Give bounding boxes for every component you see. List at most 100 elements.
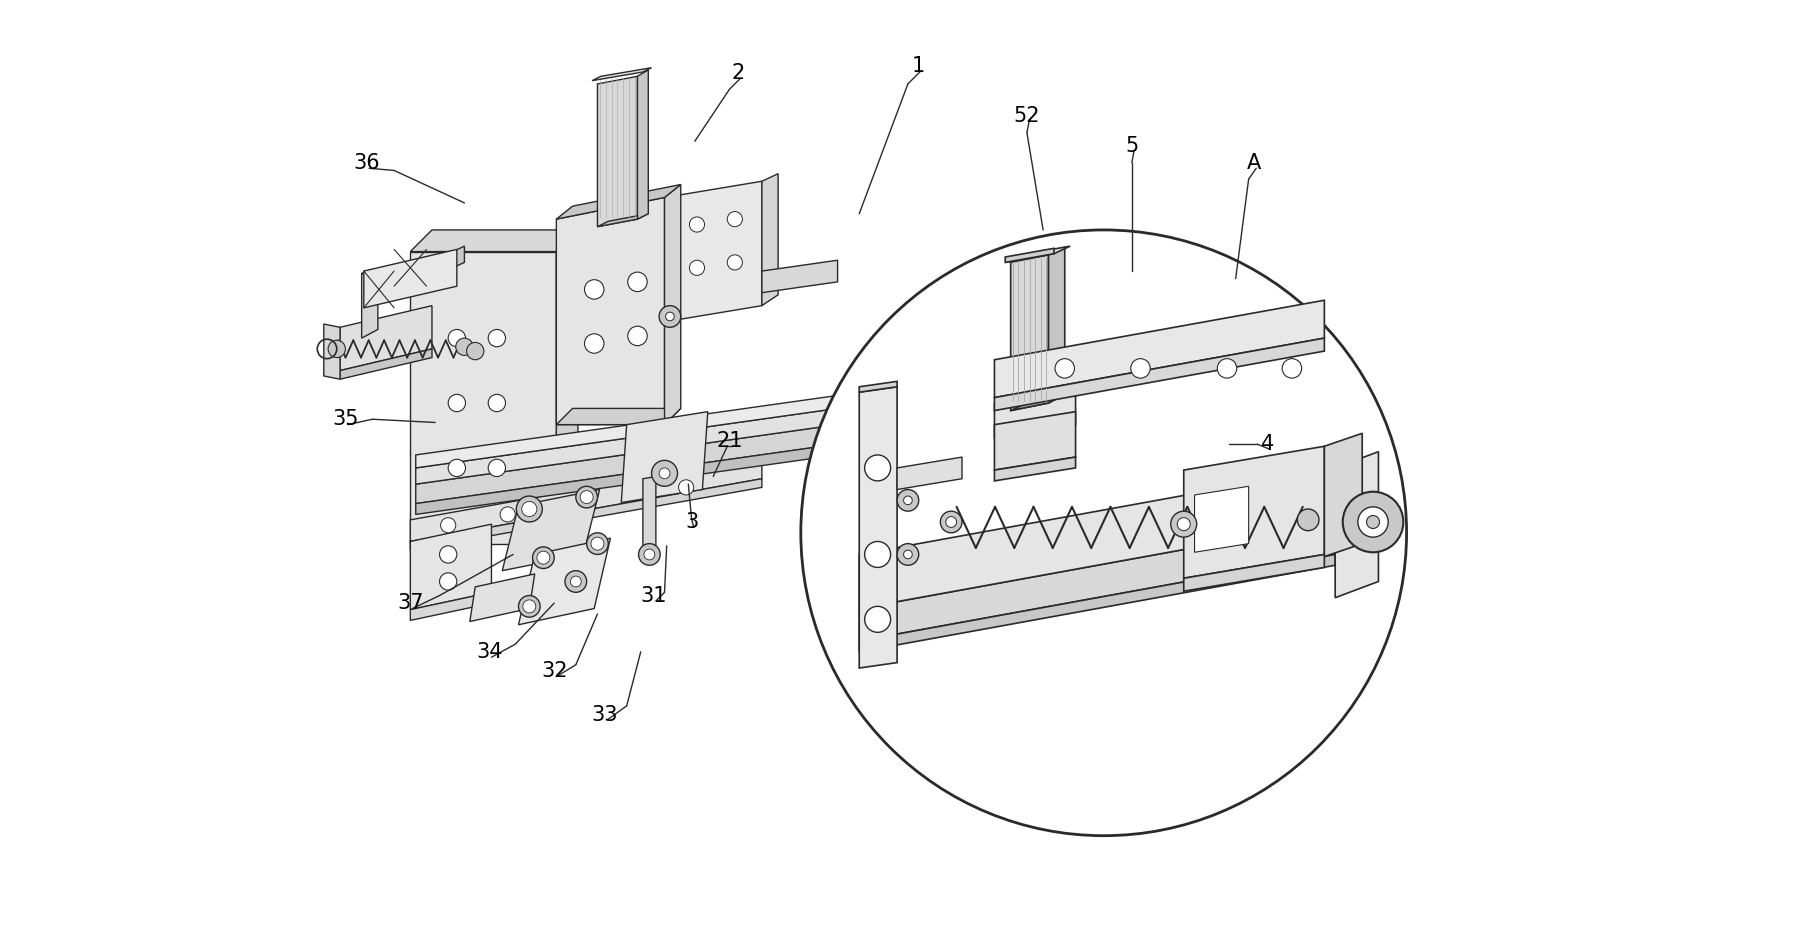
Polygon shape bbox=[556, 230, 578, 544]
Circle shape bbox=[448, 329, 466, 347]
Circle shape bbox=[440, 573, 457, 590]
Text: 4: 4 bbox=[1262, 434, 1274, 454]
Text: 2: 2 bbox=[731, 63, 745, 83]
Text: 37: 37 bbox=[397, 593, 424, 613]
Polygon shape bbox=[1011, 254, 1049, 411]
Circle shape bbox=[639, 544, 661, 565]
Circle shape bbox=[487, 459, 505, 476]
Circle shape bbox=[585, 334, 605, 353]
Polygon shape bbox=[469, 574, 534, 622]
Circle shape bbox=[579, 490, 594, 503]
Polygon shape bbox=[995, 412, 1076, 470]
Text: 5: 5 bbox=[1125, 136, 1139, 155]
Circle shape bbox=[440, 546, 457, 563]
Polygon shape bbox=[410, 457, 762, 541]
Polygon shape bbox=[859, 522, 1336, 641]
Polygon shape bbox=[410, 479, 762, 550]
Circle shape bbox=[727, 212, 742, 227]
Polygon shape bbox=[897, 457, 962, 489]
Circle shape bbox=[587, 533, 608, 554]
Circle shape bbox=[801, 230, 1406, 835]
Circle shape bbox=[897, 489, 919, 512]
Polygon shape bbox=[664, 184, 680, 425]
Polygon shape bbox=[637, 70, 648, 219]
Polygon shape bbox=[339, 349, 431, 379]
Polygon shape bbox=[556, 197, 664, 425]
Circle shape bbox=[659, 468, 670, 479]
Circle shape bbox=[516, 496, 541, 522]
Circle shape bbox=[1298, 509, 1319, 531]
Polygon shape bbox=[859, 381, 897, 392]
Polygon shape bbox=[556, 184, 680, 219]
Circle shape bbox=[946, 516, 957, 527]
Circle shape bbox=[940, 512, 962, 533]
Circle shape bbox=[532, 547, 554, 569]
Circle shape bbox=[329, 340, 345, 358]
Circle shape bbox=[522, 501, 536, 516]
Polygon shape bbox=[995, 301, 1325, 398]
Polygon shape bbox=[448, 246, 464, 270]
Circle shape bbox=[518, 596, 540, 617]
Circle shape bbox=[1217, 359, 1236, 378]
Circle shape bbox=[1054, 359, 1074, 378]
Polygon shape bbox=[995, 457, 1076, 481]
Circle shape bbox=[440, 518, 455, 533]
Circle shape bbox=[455, 339, 473, 355]
Polygon shape bbox=[1195, 487, 1249, 552]
Text: 31: 31 bbox=[641, 586, 668, 606]
Polygon shape bbox=[502, 489, 599, 571]
Text: 52: 52 bbox=[1014, 106, 1040, 127]
Circle shape bbox=[865, 455, 890, 481]
Polygon shape bbox=[1005, 248, 1054, 263]
Polygon shape bbox=[361, 253, 464, 282]
Polygon shape bbox=[995, 390, 1076, 438]
Circle shape bbox=[487, 394, 505, 412]
Circle shape bbox=[1343, 492, 1402, 552]
Polygon shape bbox=[415, 409, 838, 484]
Polygon shape bbox=[597, 214, 648, 227]
Circle shape bbox=[1357, 507, 1388, 537]
Circle shape bbox=[500, 507, 514, 522]
Circle shape bbox=[897, 544, 919, 565]
Polygon shape bbox=[1184, 446, 1325, 578]
Circle shape bbox=[1171, 512, 1197, 537]
Circle shape bbox=[690, 217, 704, 232]
Text: 32: 32 bbox=[542, 661, 567, 682]
Polygon shape bbox=[643, 476, 655, 557]
Circle shape bbox=[652, 461, 677, 487]
Circle shape bbox=[904, 496, 912, 505]
Polygon shape bbox=[1005, 246, 1070, 263]
Circle shape bbox=[628, 327, 648, 346]
Circle shape bbox=[1130, 359, 1150, 378]
Circle shape bbox=[590, 537, 605, 550]
Text: 3: 3 bbox=[684, 512, 699, 532]
Polygon shape bbox=[859, 468, 1336, 609]
Polygon shape bbox=[1049, 247, 1065, 403]
Circle shape bbox=[644, 549, 655, 560]
Polygon shape bbox=[1325, 433, 1363, 557]
Polygon shape bbox=[556, 409, 680, 425]
Circle shape bbox=[1177, 518, 1189, 531]
Polygon shape bbox=[1011, 394, 1065, 411]
Polygon shape bbox=[410, 230, 578, 252]
Circle shape bbox=[570, 576, 581, 586]
Polygon shape bbox=[518, 538, 610, 624]
Polygon shape bbox=[592, 68, 652, 80]
Polygon shape bbox=[859, 387, 897, 668]
Polygon shape bbox=[995, 339, 1325, 411]
Polygon shape bbox=[597, 77, 637, 227]
Circle shape bbox=[690, 260, 704, 276]
Circle shape bbox=[523, 600, 536, 613]
Circle shape bbox=[659, 305, 680, 327]
Circle shape bbox=[865, 607, 890, 633]
Circle shape bbox=[466, 342, 484, 360]
Circle shape bbox=[487, 329, 505, 347]
Circle shape bbox=[679, 480, 693, 495]
Circle shape bbox=[727, 254, 742, 270]
Polygon shape bbox=[1184, 554, 1325, 591]
Polygon shape bbox=[323, 324, 339, 379]
Circle shape bbox=[1366, 515, 1379, 528]
Circle shape bbox=[1282, 359, 1301, 378]
Circle shape bbox=[666, 312, 675, 321]
Polygon shape bbox=[415, 395, 838, 468]
